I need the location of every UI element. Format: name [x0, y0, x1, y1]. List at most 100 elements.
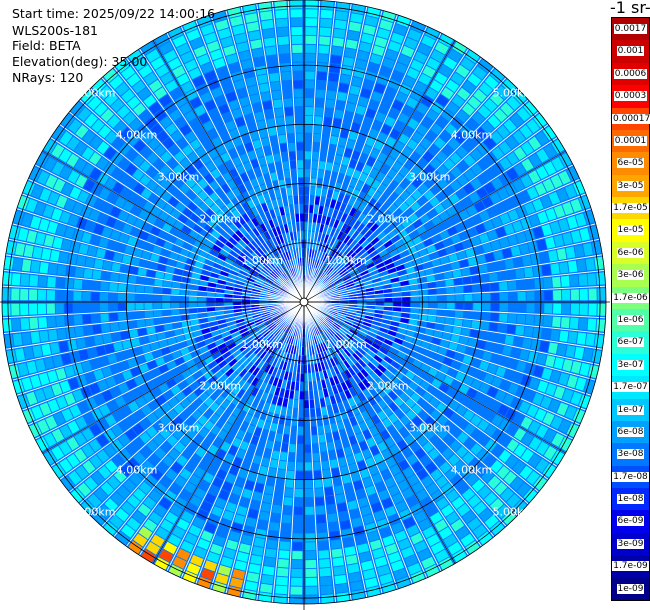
ppi-range-bin [65, 266, 76, 277]
ppi-range-bin [361, 410, 370, 421]
ppi-range-bin [404, 434, 415, 445]
ppi-range-bin [407, 272, 417, 280]
ppi-range-bin [236, 145, 246, 155]
ppi-range-bin [559, 436, 572, 452]
ppi-range-bin [524, 326, 534, 337]
range-ring-label: 4.00km [451, 463, 493, 476]
ppi-range-bin [295, 328, 299, 337]
ppi-range-bin [351, 471, 361, 482]
ppi-range-bin [423, 357, 434, 366]
ppi-range-bin [204, 197, 214, 207]
ppi-range-bin [185, 461, 197, 473]
ray-separator [256, 3, 305, 303]
ppi-range-bin [280, 451, 288, 461]
ppi-range-bin [456, 344, 467, 354]
ppi-range-bin [345, 39, 358, 50]
ppi-range-bin [494, 481, 508, 496]
ppi-range-bin [224, 290, 234, 295]
ppi-range-bin [542, 412, 555, 426]
ppi-range-bin [305, 115, 313, 124]
ppi-range-bin [127, 494, 141, 508]
ppi-range-bin [377, 388, 387, 398]
ppi-range-bin [558, 218, 570, 232]
ppi-range-bin [326, 236, 333, 245]
ppi-range-bin [74, 326, 84, 337]
ppi-range-bin [242, 249, 251, 257]
ppi-range-bin [334, 574, 347, 585]
ppi-range-bin [304, 231, 308, 240]
ppi-range-bin [320, 18, 332, 28]
ppi-range-bin [423, 190, 435, 201]
ppi-range-bin [446, 287, 455, 294]
ppi-range-bin [268, 63, 279, 74]
ppi-range-bin [568, 260, 578, 273]
ppi-range-bin [138, 526, 153, 540]
azimuth-line [303, 301, 456, 564]
ppi-range-bin [304, 142, 312, 151]
ppi-range-bin [268, 229, 275, 238]
ppi-range-bin [216, 315, 226, 320]
ppi-range-bin [171, 245, 182, 254]
ppi-range-bin [243, 432, 252, 443]
azimuth-line [303, 301, 566, 454]
ppi-range-bin [548, 250, 558, 262]
ppi-range-bin [290, 0, 303, 9]
ppi-range-bin [294, 89, 303, 98]
ppi-range-bin [314, 363, 319, 372]
ppi-range-bin [522, 255, 532, 266]
ppi-range-bin [228, 493, 240, 505]
ppi-range-bin [495, 366, 507, 378]
ppi-range-bin [282, 514, 292, 524]
ppi-range-bin [197, 302, 206, 307]
ppi-range-bin [395, 91, 408, 103]
ppi-range-bin [441, 482, 454, 495]
azimuth-line [42, 150, 305, 303]
ppi-range-bin [192, 330, 202, 337]
ppi-range-bin [222, 83, 234, 94]
ppi-range-bin [248, 353, 256, 361]
ppi-range-bin [288, 269, 293, 278]
ppi-range-bin [442, 144, 454, 157]
ppi-range-bin [127, 320, 137, 329]
ppi-range-bin [184, 59, 198, 72]
ppi-range-bin [551, 450, 565, 465]
ppi-range-bin [229, 328, 239, 334]
ppi-range-bin [293, 71, 303, 80]
ppi-range-bin [133, 346, 143, 356]
ppi-range-bin [339, 309, 348, 314]
ppi-range-bin [72, 202, 84, 215]
ppi-range-bin [298, 328, 301, 337]
ppi-range-bin [158, 339, 168, 348]
ppi-range-bin [335, 280, 344, 286]
ppi-range-bin [454, 242, 464, 252]
ppi-range-bin [467, 494, 481, 508]
ppi-range-bin [266, 334, 274, 342]
ray-separator [303, 57, 482, 303]
ppi-range-bin [130, 205, 142, 216]
ppi-range-bin [323, 331, 330, 339]
ppi-range-bin [553, 303, 562, 314]
ppi-range-bin [405, 171, 416, 183]
ppi-range-bin [173, 428, 184, 440]
ppi-range-bin [440, 339, 450, 348]
ppi-range-bin [419, 296, 429, 302]
ppi-range-bin [242, 488, 253, 499]
ppi-range-bin [326, 90, 336, 100]
ppi-range-bin [239, 252, 248, 260]
ppi-range-bin [350, 341, 359, 349]
ppi-range-bin [105, 414, 117, 427]
ppi-range-bin [394, 239, 404, 248]
ppi-range-bin [244, 452, 254, 462]
ppi-range-bin [204, 70, 217, 82]
ppi-range-bin [270, 310, 279, 315]
ppi-range-bin [308, 222, 312, 231]
ppi-range-bin [118, 274, 128, 283]
ppi-range-bin [491, 216, 503, 228]
ppi-range-bin [251, 344, 260, 352]
ppi-range-bin [357, 371, 365, 381]
ppi-range-bin [398, 538, 411, 550]
ppi-range-bin [227, 277, 236, 283]
ppi-range-bin [268, 467, 277, 477]
ppi-range-bin [256, 322, 265, 329]
ppi-range-bin [367, 198, 377, 208]
